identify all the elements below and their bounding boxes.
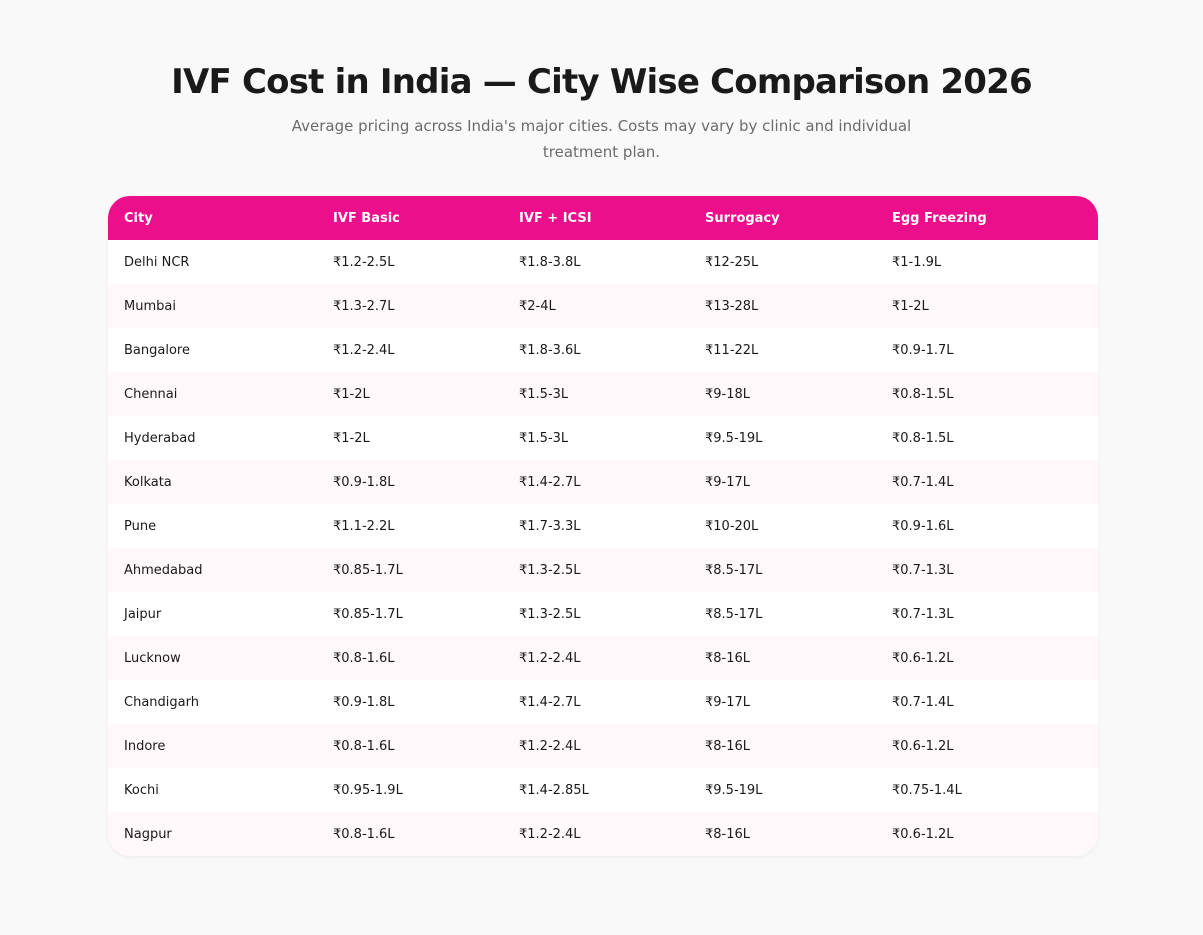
- surrogacy-cell: ₹9-17L: [705, 474, 751, 490]
- city-cell: Pune: [124, 518, 157, 534]
- ivf-basic-cell: ₹1.2-2.5L: [333, 254, 395, 270]
- egg-freezing-cell: ₹0.7-1.4L: [892, 694, 954, 710]
- surrogacy-cell: ₹9-17L: [705, 694, 751, 710]
- table-row: Bangalore ₹1.2-2.4L ₹1.8-3.6L ₹11-22L ₹0…: [108, 328, 1098, 372]
- table-header-row: City IVF Basic IVF + ICSI Surrogacy Egg …: [108, 196, 1098, 240]
- ivf-icsi-cell: ₹1.4-2.7L: [519, 694, 581, 710]
- city-cell: Chandigarh: [124, 694, 199, 710]
- ivf-basic-cell: ₹1-2L: [333, 430, 370, 446]
- ivf-basic-cell: ₹1.1-2.2L: [333, 518, 395, 534]
- ivf-icsi-cell: ₹1.3-2.5L: [519, 606, 581, 622]
- table-row: Hyderabad ₹1-2L ₹1.5-3L ₹9.5-19L ₹0.8-1.…: [108, 416, 1098, 460]
- table-row: Pune ₹1.1-2.2L ₹1.7-3.3L ₹10-20L ₹0.9-1.…: [108, 504, 1098, 548]
- egg-freezing-cell: ₹0.6-1.2L: [892, 738, 954, 754]
- surrogacy-cell: ₹9-18L: [705, 386, 751, 402]
- ivf-basic-cell: ₹0.8-1.6L: [333, 650, 395, 666]
- egg-freezing-cell: ₹0.8-1.5L: [892, 430, 954, 446]
- ivf-basic-cell: ₹0.95-1.9L: [333, 782, 403, 798]
- surrogacy-cell: ₹8-16L: [705, 826, 751, 842]
- surrogacy-cell: ₹12-25L: [705, 254, 759, 270]
- column-header-ivf-basic: IVF Basic: [333, 210, 400, 226]
- surrogacy-cell: ₹10-20L: [705, 518, 759, 534]
- surrogacy-cell: ₹8-16L: [705, 650, 751, 666]
- ivf-icsi-cell: ₹1.4-2.85L: [519, 782, 589, 798]
- city-cell: Bangalore: [124, 342, 190, 358]
- ivf-basic-cell: ₹1.2-2.4L: [333, 342, 395, 358]
- table-row: Nagpur ₹0.8-1.6L ₹1.2-2.4L ₹8-16L ₹0.6-1…: [108, 812, 1098, 856]
- table-row: Indore ₹0.8-1.6L ₹1.2-2.4L ₹8-16L ₹0.6-1…: [108, 724, 1098, 768]
- table-row: Kochi ₹0.95-1.9L ₹1.4-2.85L ₹9.5-19L ₹0.…: [108, 768, 1098, 812]
- page-subtitle: Average pricing across India's major cit…: [291, 117, 912, 161]
- table-row: Mumbai ₹1.3-2.7L ₹2-4L ₹13-28L ₹1-2L: [108, 284, 1098, 328]
- egg-freezing-cell: ₹0.6-1.2L: [892, 826, 954, 842]
- table-row: Kolkata ₹0.9-1.8L ₹1.4-2.7L ₹9-17L ₹0.7-…: [108, 460, 1098, 504]
- egg-freezing-cell: ₹1-1.9L: [892, 254, 942, 270]
- ivf-basic-cell: ₹0.8-1.6L: [333, 738, 395, 754]
- table-row: Jaipur ₹0.85-1.7L ₹1.3-2.5L ₹8.5-17L ₹0.…: [108, 592, 1098, 636]
- table-row: Delhi NCR ₹1.2-2.5L ₹1.8-3.8L ₹12-25L ₹1…: [108, 240, 1098, 284]
- ivf-basic-cell: ₹1-2L: [333, 386, 370, 402]
- ivf-icsi-cell: ₹1.8-3.6L: [519, 342, 581, 358]
- ivf-icsi-cell: ₹1.4-2.7L: [519, 474, 581, 490]
- ivf-basic-cell: ₹0.85-1.7L: [333, 606, 403, 622]
- column-header-egg-freezing: Egg Freezing: [892, 210, 987, 226]
- egg-freezing-cell: ₹0.7-1.3L: [892, 562, 954, 578]
- city-cell: Chennai: [124, 386, 178, 402]
- column-header-city: City: [124, 210, 153, 226]
- table-row: Ahmedabad ₹0.85-1.7L ₹1.3-2.5L ₹8.5-17L …: [108, 548, 1098, 592]
- column-header-surrogacy: Surrogacy: [705, 210, 780, 226]
- surrogacy-cell: ₹8-16L: [705, 738, 751, 754]
- table-row: Chennai ₹1-2L ₹1.5-3L ₹9-18L ₹0.8-1.5L: [108, 372, 1098, 416]
- city-cell: Nagpur: [124, 826, 172, 842]
- ivf-basic-cell: ₹1.3-2.7L: [333, 298, 395, 314]
- egg-freezing-cell: ₹0.7-1.4L: [892, 474, 954, 490]
- city-cell: Kochi: [124, 782, 159, 798]
- ivf-icsi-cell: ₹1.7-3.3L: [519, 518, 581, 534]
- egg-freezing-cell: ₹0.6-1.2L: [892, 650, 954, 666]
- ivf-icsi-cell: ₹1.5-3L: [519, 430, 569, 446]
- page-title: IVF Cost in India — City Wise Comparison…: [171, 62, 1032, 102]
- egg-freezing-cell: ₹0.8-1.5L: [892, 386, 954, 402]
- city-cell: Delhi NCR: [124, 254, 190, 270]
- table-row: Chandigarh ₹0.9-1.8L ₹1.4-2.7L ₹9-17L ₹0…: [108, 680, 1098, 724]
- ivf-basic-cell: ₹0.8-1.6L: [333, 826, 395, 842]
- ivf-icsi-cell: ₹2-4L: [519, 298, 556, 314]
- surrogacy-cell: ₹9.5-19L: [705, 430, 763, 446]
- ivf-basic-cell: ₹0.9-1.8L: [333, 694, 395, 710]
- ivf-icsi-cell: ₹1.2-2.4L: [519, 826, 581, 842]
- city-cell: Jaipur: [124, 606, 162, 622]
- city-cell: Hyderabad: [124, 430, 196, 446]
- ivf-icsi-cell: ₹1.2-2.4L: [519, 650, 581, 666]
- ivf-icsi-cell: ₹1.3-2.5L: [519, 562, 581, 578]
- ivf-icsi-cell: ₹1.2-2.4L: [519, 738, 581, 754]
- surrogacy-cell: ₹11-22L: [705, 342, 759, 358]
- ivf-icsi-cell: ₹1.8-3.8L: [519, 254, 581, 270]
- ivf-basic-cell: ₹0.85-1.7L: [333, 562, 403, 578]
- surrogacy-cell: ₹8.5-17L: [705, 606, 763, 622]
- surrogacy-cell: ₹13-28L: [705, 298, 759, 314]
- cost-comparison-table: City IVF Basic IVF + ICSI Surrogacy Egg …: [108, 196, 1098, 856]
- table-header: City IVF Basic IVF + ICSI Surrogacy Egg …: [108, 196, 1098, 240]
- city-cell: Indore: [124, 738, 166, 754]
- city-cell: Kolkata: [124, 474, 172, 490]
- column-header-ivf-icsi: IVF + ICSI: [519, 210, 592, 226]
- egg-freezing-cell: ₹0.7-1.3L: [892, 606, 954, 622]
- city-cell: Ahmedabad: [124, 562, 203, 578]
- table-row: Lucknow ₹0.8-1.6L ₹1.2-2.4L ₹8-16L ₹0.6-…: [108, 636, 1098, 680]
- table-body: Delhi NCR ₹1.2-2.5L ₹1.8-3.8L ₹12-25L ₹1…: [108, 240, 1098, 856]
- ivf-icsi-cell: ₹1.5-3L: [519, 386, 569, 402]
- city-cell: Lucknow: [124, 650, 181, 666]
- egg-freezing-cell: ₹1-2L: [892, 298, 929, 314]
- ivf-basic-cell: ₹0.9-1.8L: [333, 474, 395, 490]
- egg-freezing-cell: ₹0.75-1.4L: [892, 782, 962, 798]
- cost-comparison-table-card: City IVF Basic IVF + ICSI Surrogacy Egg …: [108, 196, 1098, 856]
- surrogacy-cell: ₹8.5-17L: [705, 562, 763, 578]
- egg-freezing-cell: ₹0.9-1.7L: [892, 342, 954, 358]
- city-cell: Mumbai: [124, 298, 176, 314]
- egg-freezing-cell: ₹0.9-1.6L: [892, 518, 954, 534]
- surrogacy-cell: ₹9.5-19L: [705, 782, 763, 798]
